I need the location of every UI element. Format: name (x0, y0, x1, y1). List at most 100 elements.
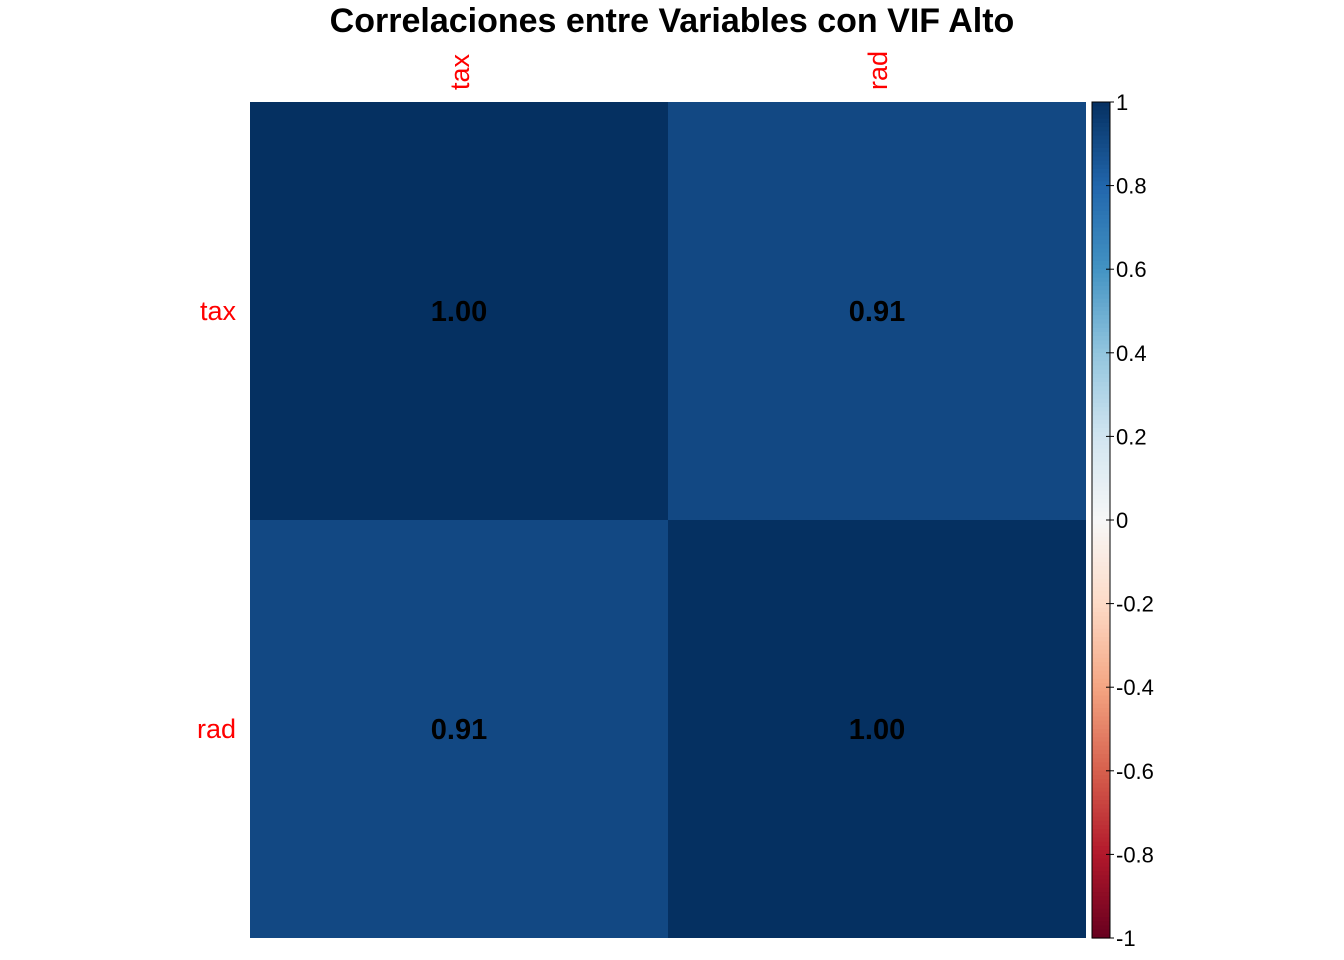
colorbar-strip (1092, 925, 1110, 931)
colorbar-strip (1092, 294, 1110, 300)
colorbar-strip (1092, 411, 1110, 417)
colorbar-strip (1092, 611, 1110, 617)
colorbar-strip (1092, 336, 1110, 341)
colorbar-strip (1092, 143, 1110, 149)
colorbar-strip (1092, 904, 1110, 910)
cell-value-label: 1.00 (849, 714, 905, 746)
colorbar-strip (1092, 741, 1110, 747)
colorbar-tick-label: 0 (1116, 508, 1128, 533)
colorbar-tick-label: 0.2 (1116, 424, 1147, 449)
colorbar-strip (1092, 185, 1110, 191)
colorbar-strip (1092, 737, 1110, 743)
colorbar-strip (1092, 436, 1110, 442)
colorbar-strip (1092, 361, 1110, 366)
colorbar-strip (1092, 825, 1110, 830)
colorbar-strip (1092, 402, 1110, 408)
colorbar-strip (1092, 720, 1110, 726)
colorbar-strip (1092, 348, 1110, 354)
colorbar-strip (1092, 695, 1110, 701)
colorbar-strip (1092, 494, 1110, 500)
colorbar-strip (1092, 219, 1110, 224)
colorbar-strip (1092, 490, 1110, 496)
colorbar-strip (1092, 808, 1110, 814)
colorbar-strip (1092, 591, 1110, 596)
colorbar-strip (1092, 248, 1110, 254)
colorbar-strip (1092, 377, 1110, 383)
colorbar-strip (1092, 311, 1110, 316)
heatmap-cell (250, 102, 668, 520)
colorbar-strip (1092, 448, 1110, 454)
colorbar-strip (1092, 553, 1110, 559)
colorbar-strip (1092, 687, 1110, 692)
colorbar-strip (1092, 662, 1110, 667)
colorbar-strip (1092, 578, 1110, 584)
heatmap-cell (668, 520, 1086, 938)
colorbar-strip (1092, 570, 1110, 575)
colorbar-strip (1092, 758, 1110, 764)
colorbar-strip (1092, 256, 1110, 262)
heatmap-cells (250, 102, 1086, 938)
colorbar-strip (1092, 908, 1110, 914)
colorbar-strip (1092, 549, 1110, 555)
colorbar-strip (1092, 139, 1110, 145)
colorbar-strip (1092, 382, 1110, 387)
colorbar-strip (1092, 511, 1110, 517)
colorbar-strip (1092, 729, 1110, 734)
colorbar-strip (1092, 131, 1110, 137)
colorbar-strip (1092, 419, 1110, 425)
colorbar-strip (1092, 557, 1110, 563)
colorbar-strip (1092, 632, 1110, 638)
colorbar-strip (1092, 582, 1110, 588)
row-label: rad (197, 714, 236, 744)
colorbar-strip (1092, 708, 1110, 713)
colorbar-strip (1092, 774, 1110, 780)
colorbar-strip (1092, 929, 1110, 935)
cell-value-label: 1.00 (431, 296, 487, 328)
colorbar-strip (1092, 833, 1110, 839)
colorbar-tick-label: 0.6 (1116, 257, 1147, 282)
colorbar-strip (1092, 499, 1110, 504)
colorbar-strip (1092, 565, 1110, 571)
colorbar-strip (1092, 586, 1110, 592)
colorbar-strip (1092, 699, 1110, 705)
colorbar-strip (1092, 214, 1110, 220)
colorbar-tick-label: -0.2 (1116, 592, 1154, 617)
colorbar-strip (1092, 160, 1110, 166)
colorbar-strip (1092, 749, 1110, 755)
colorbar-tick-label: 1 (1116, 90, 1128, 115)
cell-value-label: 0.91 (431, 714, 487, 746)
colorbar-strip (1092, 181, 1110, 187)
colorbar-strip (1092, 724, 1110, 730)
colorbar-strip (1092, 892, 1110, 897)
row-label: tax (200, 296, 237, 326)
colorbar-strip (1092, 603, 1110, 609)
colorbar-strip (1092, 469, 1110, 475)
colorbar-strip (1092, 854, 1110, 860)
colorbar-strip (1092, 933, 1110, 939)
colorbar-strip (1092, 239, 1110, 245)
colorbar-strip (1092, 478, 1110, 483)
colorbar-strip (1092, 871, 1110, 876)
colorbar-strip (1092, 896, 1110, 901)
colorbar-strip (1092, 858, 1110, 864)
colorbar-strip (1092, 649, 1110, 655)
colorbar-strip (1092, 921, 1110, 927)
colorbar-strip (1092, 733, 1110, 738)
colorbar-strip (1092, 703, 1110, 709)
colorbar-strip (1092, 206, 1110, 212)
colorbar-strip (1092, 331, 1110, 337)
colorbar-strip (1092, 273, 1110, 279)
colorbar-strip (1092, 620, 1110, 626)
colorbar-strip (1092, 791, 1110, 797)
colorbar-strip (1092, 365, 1110, 371)
colorbar-strip (1092, 277, 1110, 283)
colorbar-strip (1092, 883, 1110, 889)
colorbar-strip (1092, 423, 1110, 429)
colorbar-strip (1092, 440, 1110, 446)
colorbar-strip (1092, 745, 1110, 751)
colorbar-strip (1092, 260, 1110, 266)
colorbar-strip (1092, 846, 1110, 851)
colorbar-strip (1092, 474, 1110, 479)
colorbar: 1 0.8 0.6 0.4 0.2 0 -0.2 -0.4 -0.6 -0.8 -1 (1091, 90, 1154, 951)
colorbar-strip (1092, 917, 1110, 922)
